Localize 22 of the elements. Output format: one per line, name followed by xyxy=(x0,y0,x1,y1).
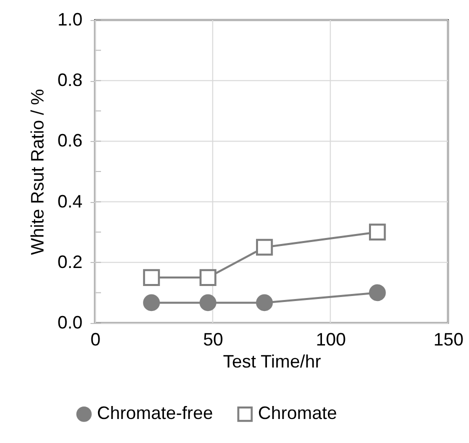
x-tick-label: 50 xyxy=(203,330,224,350)
y-tick-label: 0.0 xyxy=(57,312,82,332)
y-tick-label: 1.0 xyxy=(57,10,82,30)
y-tick-label: 0.8 xyxy=(57,70,82,90)
point xyxy=(256,238,273,256)
x-axis-title: Test Time/hr xyxy=(222,352,322,372)
y-tick-label: 0.2 xyxy=(57,252,82,272)
legend-label: Chromate xyxy=(258,403,338,424)
y-axis-title: White Rsut Ratio / % xyxy=(27,88,48,256)
point xyxy=(368,284,386,302)
x-tick-label: 0 xyxy=(90,330,101,350)
point xyxy=(200,294,216,312)
point xyxy=(256,294,273,312)
point xyxy=(143,269,160,286)
x-tick-label: 100 xyxy=(316,330,346,350)
x-tick-label: 150 xyxy=(433,330,464,350)
point xyxy=(368,224,386,241)
point xyxy=(200,269,216,286)
legend-label: Chromate-free xyxy=(97,403,214,424)
y-tick-label: 0.6 xyxy=(57,130,82,151)
y-tick-label: 0.4 xyxy=(57,191,82,212)
point xyxy=(143,294,160,312)
